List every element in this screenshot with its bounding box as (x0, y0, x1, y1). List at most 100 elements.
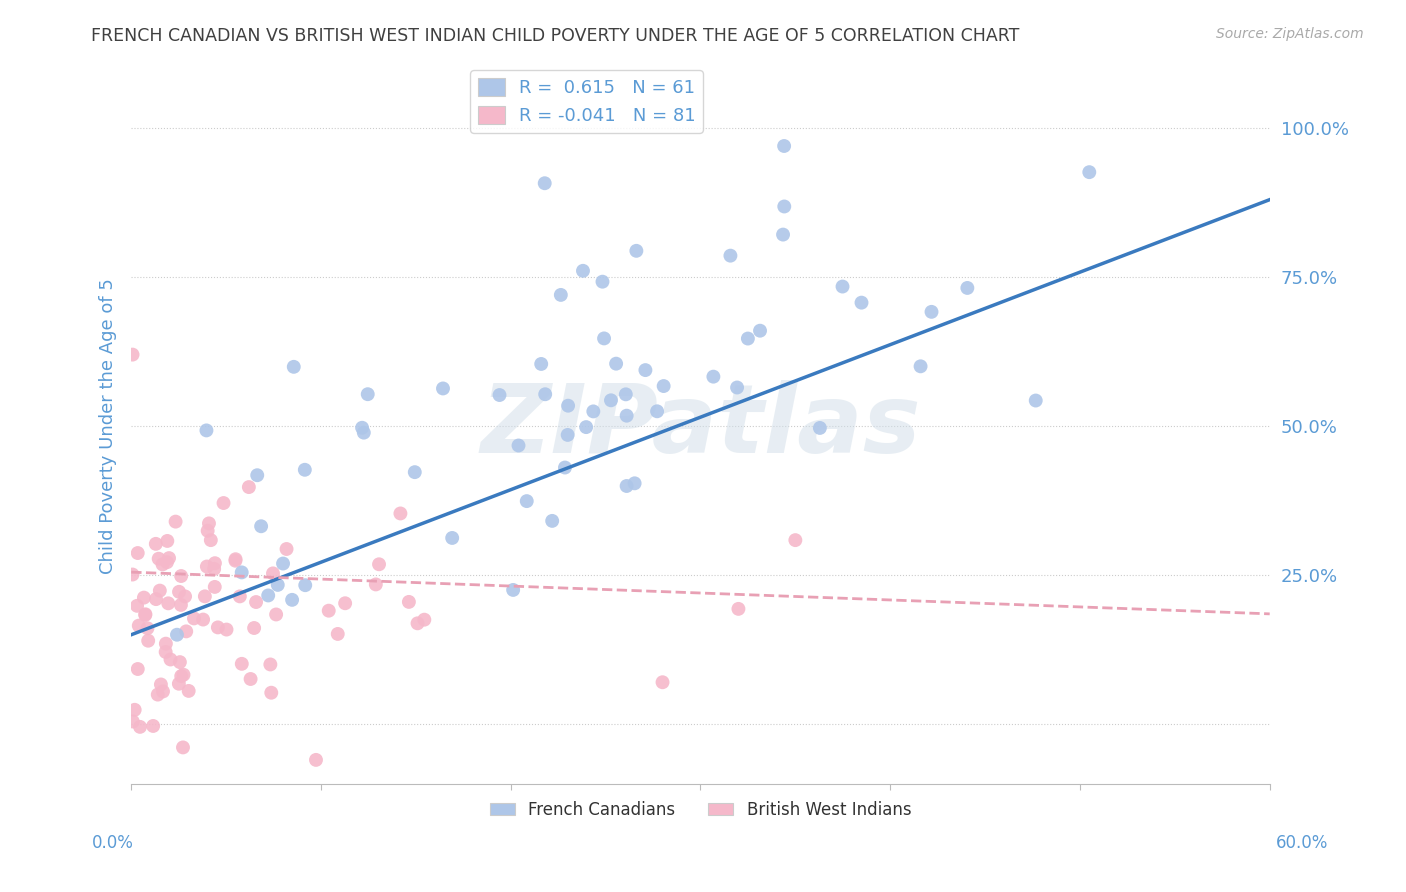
Point (145, 537, 167, 551)
Point (530, 357, 553, 371)
Point (259, 657, 281, 672)
Point (831, 279, 853, 293)
Point (626, 244, 648, 258)
Point (231, 566, 253, 580)
Point (910, 359, 932, 374)
Point (267, 578, 290, 592)
Point (283, 359, 305, 374)
Point (614, 387, 637, 401)
Point (239, 672, 262, 686)
Point (145, 592, 167, 607)
Point (157, 551, 180, 566)
Text: FRENCH CANADIAN VS BRITISH WEST INDIAN CHILD POVERTY UNDER THE AGE OF 5 CORRELAT: FRENCH CANADIAN VS BRITISH WEST INDIAN C… (91, 27, 1019, 45)
Point (195, 559, 218, 574)
Point (152, 684, 174, 698)
Point (616, 479, 638, 493)
Point (166, 628, 188, 642)
Point (121, 714, 143, 729)
Point (225, 552, 247, 566)
Point (250, 519, 273, 533)
Point (651, 675, 673, 690)
Point (195, 424, 218, 438)
Point (224, 554, 246, 568)
Point (652, 379, 675, 393)
Point (129, 720, 152, 734)
Point (554, 460, 576, 475)
Point (720, 249, 742, 263)
Point (851, 295, 873, 310)
Point (127, 662, 149, 676)
Point (398, 595, 420, 609)
Point (772, 227, 794, 242)
Point (605, 357, 627, 371)
Point (215, 623, 238, 637)
Point (616, 409, 638, 423)
Point (364, 577, 387, 591)
Point (550, 288, 572, 302)
Point (177, 684, 200, 698)
Point (198, 516, 221, 531)
Point (170, 598, 193, 612)
Point (1025, 393, 1047, 408)
Point (406, 616, 429, 631)
Point (121, 567, 143, 582)
Point (167, 584, 190, 599)
Point (127, 546, 149, 560)
Point (142, 719, 165, 733)
Point (557, 428, 579, 442)
Point (212, 496, 235, 510)
Point (170, 669, 193, 683)
Point (737, 332, 759, 346)
Point (956, 281, 979, 295)
Point (749, 324, 772, 338)
Point (197, 524, 219, 538)
Point (152, 558, 174, 572)
Point (318, 604, 340, 618)
Point (725, 380, 748, 394)
Point (173, 667, 195, 681)
Point (231, 657, 253, 671)
Text: 60.0%: 60.0% (1277, 834, 1329, 852)
Point (432, 381, 454, 395)
Point (204, 556, 226, 570)
Point (357, 387, 380, 401)
Point (167, 676, 190, 690)
Point (174, 590, 197, 604)
Point (238, 480, 260, 494)
Point (159, 652, 181, 666)
Point (294, 463, 316, 477)
Point (243, 621, 266, 635)
Point (785, 533, 807, 548)
Point (246, 468, 269, 483)
Point (257, 589, 280, 603)
Point (575, 420, 598, 434)
Point (600, 393, 623, 408)
Point (207, 620, 229, 634)
Point (264, 607, 287, 622)
Point (204, 580, 226, 594)
Point (326, 627, 349, 641)
Point (148, 551, 170, 566)
Legend: French Canadians, British West Indians: French Canadians, British West Indians (482, 794, 918, 825)
Point (572, 264, 595, 278)
Point (157, 596, 180, 610)
Point (404, 465, 426, 479)
Point (557, 399, 579, 413)
Point (808, 421, 831, 435)
Point (276, 541, 298, 556)
Point (352, 421, 374, 435)
Point (260, 686, 283, 700)
Point (169, 655, 191, 669)
Point (170, 569, 193, 583)
Point (353, 425, 375, 440)
Point (502, 582, 524, 597)
Point (305, 753, 328, 767)
Point (134, 607, 156, 622)
Point (508, 438, 530, 452)
Point (202, 562, 225, 576)
Point (262, 566, 284, 581)
Point (541, 514, 564, 528)
Text: Source: ZipAtlas.com: Source: ZipAtlas.com (1216, 27, 1364, 41)
Text: ZIPatlas: ZIPatlas (481, 380, 921, 473)
Point (281, 592, 304, 607)
